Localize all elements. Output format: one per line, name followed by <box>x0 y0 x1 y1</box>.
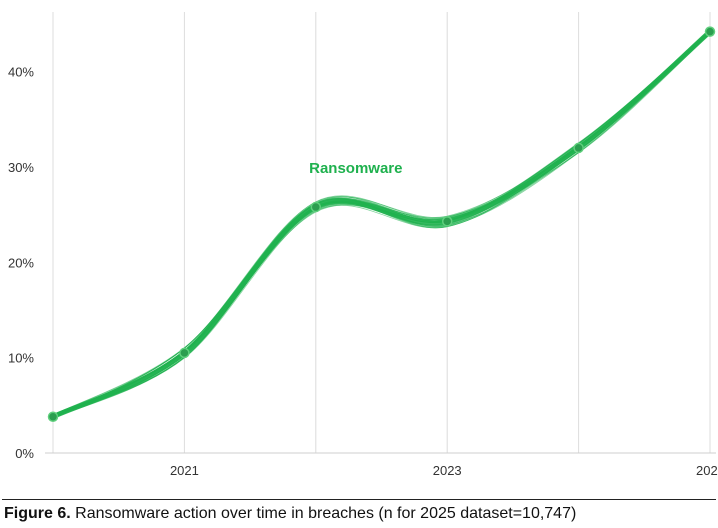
series-line-ransomware <box>50 29 713 420</box>
y-tick-label: 20% <box>8 255 34 270</box>
series-sample-line <box>52 30 711 416</box>
series-sample-line <box>52 31 711 418</box>
caption-divider <box>2 499 716 500</box>
series-sample-line <box>52 30 711 419</box>
x-tick-label: 2023 <box>433 463 462 478</box>
series-sample-line <box>52 30 711 418</box>
series-sample-line <box>52 29 711 418</box>
series-sample-line <box>52 31 711 416</box>
series-sample-line <box>52 32 711 417</box>
data-point <box>310 201 322 213</box>
caption-text: Ransomware action over time in breaches … <box>70 505 577 522</box>
caption-label: Figure 6. <box>4 505 71 522</box>
series-sample-line <box>52 30 711 417</box>
x-axis: 2021 2023 202 <box>170 463 718 478</box>
chart: 0% 10% 20% 30% 40% 2021 2023 202 Ransomware <box>8 12 718 478</box>
x-tick-label: 2021 <box>170 463 199 478</box>
data-point <box>441 216 453 227</box>
series-sample-line <box>52 29 711 418</box>
data-point <box>573 142 584 154</box>
series-sample-line <box>52 33 711 415</box>
series-sample-line <box>52 30 711 418</box>
series-sample-line <box>52 32 711 416</box>
series-sample-line <box>52 33 711 418</box>
y-tick-label: 30% <box>8 160 34 175</box>
series-sample-line <box>52 32 711 416</box>
series-line-group <box>50 29 713 420</box>
figure-caption: Figure 6. Ransomware action over time in… <box>4 505 716 523</box>
series-sample-line <box>52 29 711 416</box>
series-sample-line <box>52 33 711 415</box>
y-axis: 0% 10% 20% 30% 40% <box>8 65 34 461</box>
series-sample-line <box>52 32 711 420</box>
gridlines <box>45 12 716 454</box>
series-sample-line <box>52 33 711 416</box>
y-tick-label: 10% <box>8 351 34 366</box>
data-points <box>47 26 716 423</box>
y-tick-label: 40% <box>8 65 34 80</box>
series-label-ransomware: Ransomware <box>309 160 402 177</box>
series-sample-line <box>52 32 711 419</box>
data-point <box>704 26 716 37</box>
data-point <box>47 411 59 423</box>
uncertainty-band <box>52 29 711 420</box>
y-tick-label: 0% <box>15 446 34 461</box>
series-sample-line <box>52 31 711 417</box>
series-sample-line <box>52 30 711 418</box>
series-sample-line <box>52 32 711 417</box>
data-point <box>179 347 190 359</box>
series-sample-line <box>52 32 711 417</box>
series-sample-line <box>52 31 711 416</box>
series-sample-line <box>52 32 711 419</box>
series-sample-line <box>52 30 711 418</box>
series-sample-line <box>52 30 711 418</box>
series-sample-line <box>52 29 711 416</box>
series-sample-line <box>52 32 711 419</box>
series-sample-line <box>52 29 711 417</box>
x-tick-label: 202 <box>696 463 718 478</box>
